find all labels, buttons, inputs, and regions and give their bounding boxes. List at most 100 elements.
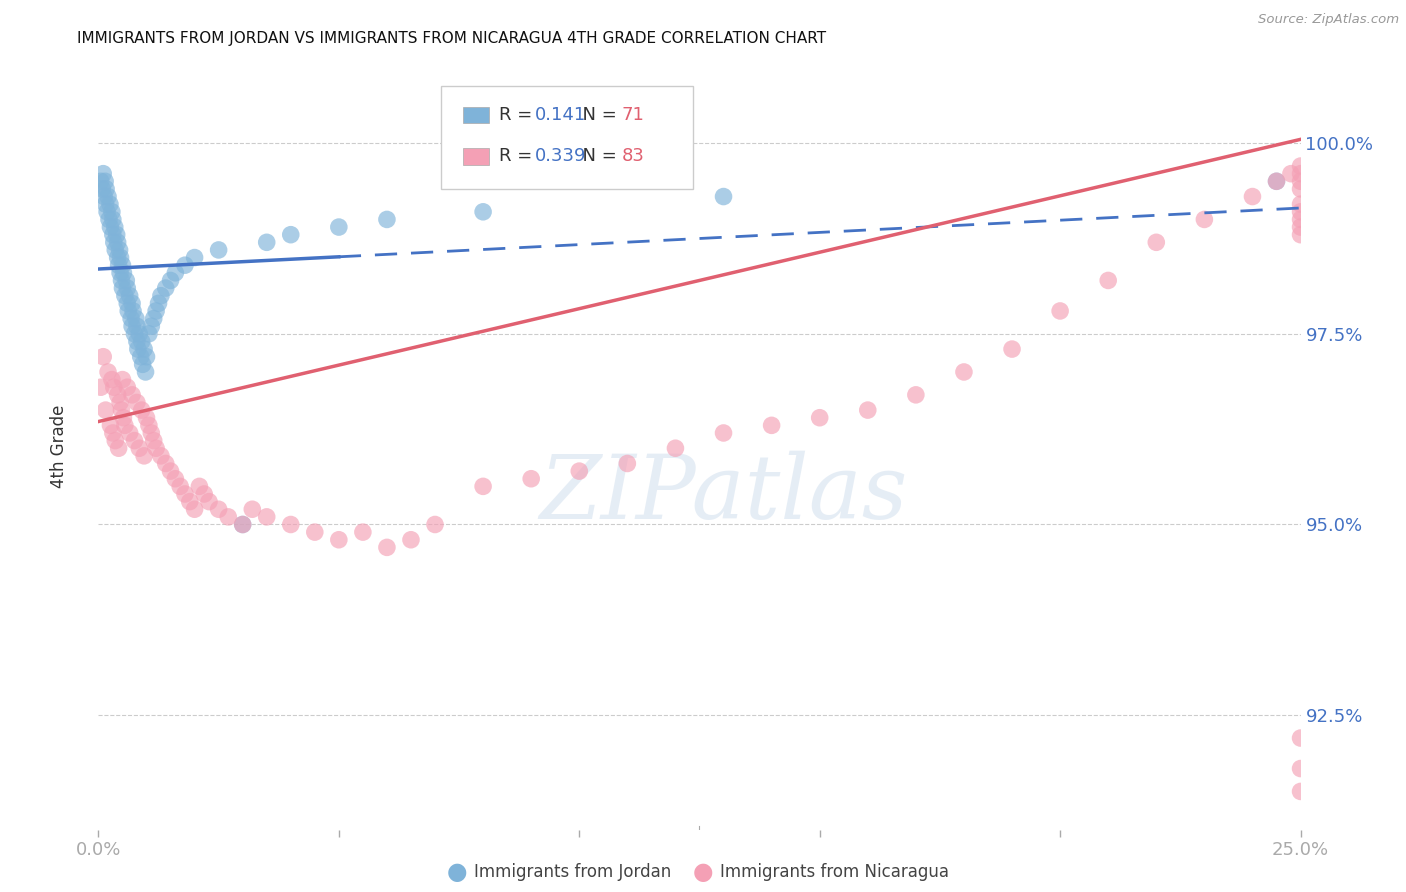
Point bbox=[111, 281, 134, 295]
Point bbox=[138, 326, 160, 341]
Point bbox=[94, 403, 117, 417]
Point bbox=[145, 441, 167, 455]
Point bbox=[128, 441, 150, 455]
Point bbox=[148, 296, 170, 310]
Point bbox=[174, 487, 197, 501]
Point bbox=[1289, 731, 1312, 745]
Point bbox=[1289, 762, 1312, 776]
Point bbox=[304, 525, 326, 540]
Point bbox=[280, 517, 302, 532]
Point bbox=[713, 425, 735, 440]
Point bbox=[1289, 212, 1312, 227]
Point bbox=[110, 273, 132, 287]
Point bbox=[183, 502, 205, 516]
Point bbox=[1097, 273, 1119, 287]
Point bbox=[193, 487, 215, 501]
Text: ●: ● bbox=[447, 861, 467, 884]
Point bbox=[112, 266, 135, 280]
Text: N =: N = bbox=[571, 147, 623, 165]
Text: ZIPatlas: ZIPatlas bbox=[540, 450, 908, 537]
Point bbox=[375, 541, 398, 555]
Point bbox=[117, 380, 139, 394]
Text: Source: ZipAtlas.com: Source: ZipAtlas.com bbox=[1258, 13, 1399, 27]
Point bbox=[104, 220, 127, 235]
Point bbox=[104, 243, 127, 257]
Text: 83: 83 bbox=[621, 147, 644, 165]
Point bbox=[101, 373, 124, 387]
Point bbox=[97, 365, 120, 379]
Point bbox=[120, 311, 142, 326]
Point bbox=[114, 288, 136, 302]
Point bbox=[105, 227, 128, 242]
Point bbox=[90, 174, 112, 188]
FancyBboxPatch shape bbox=[463, 148, 489, 164]
Point bbox=[616, 457, 638, 471]
Text: N =: N = bbox=[571, 106, 623, 124]
Point bbox=[107, 235, 129, 250]
Point bbox=[90, 380, 112, 394]
Point bbox=[98, 197, 121, 211]
Point bbox=[165, 266, 187, 280]
Point bbox=[142, 311, 165, 326]
Point bbox=[122, 304, 145, 318]
Point bbox=[114, 418, 136, 433]
Point bbox=[135, 350, 157, 364]
Point bbox=[125, 319, 148, 334]
Point bbox=[1194, 212, 1216, 227]
Text: R =: R = bbox=[499, 106, 537, 124]
Point bbox=[131, 357, 153, 371]
Point bbox=[138, 418, 160, 433]
Point bbox=[1289, 220, 1312, 235]
Point bbox=[953, 365, 976, 379]
FancyBboxPatch shape bbox=[441, 86, 693, 189]
Point bbox=[208, 243, 231, 257]
Point bbox=[94, 197, 117, 211]
Point bbox=[91, 182, 114, 196]
Point bbox=[118, 288, 141, 302]
Point bbox=[1289, 174, 1312, 188]
Point bbox=[141, 425, 163, 440]
Point bbox=[808, 410, 831, 425]
Point bbox=[108, 395, 131, 409]
Text: Immigrants from Jordan: Immigrants from Jordan bbox=[474, 863, 671, 881]
Point bbox=[98, 212, 121, 227]
Point bbox=[142, 434, 165, 448]
Point bbox=[149, 449, 172, 463]
Text: R =: R = bbox=[499, 147, 537, 165]
Point bbox=[107, 388, 129, 402]
Point bbox=[107, 251, 129, 265]
Text: 4th Grade: 4th Grade bbox=[51, 404, 67, 488]
Text: Immigrants from Nicaragua: Immigrants from Nicaragua bbox=[720, 863, 949, 881]
Point bbox=[111, 258, 134, 272]
Text: 0.339: 0.339 bbox=[534, 147, 586, 165]
Point bbox=[208, 502, 231, 516]
Point bbox=[118, 425, 141, 440]
Text: 0.141: 0.141 bbox=[534, 106, 586, 124]
Point bbox=[101, 212, 124, 227]
Point bbox=[188, 479, 211, 493]
Point bbox=[179, 494, 201, 508]
Point bbox=[1289, 182, 1312, 196]
Point bbox=[93, 189, 115, 203]
Point bbox=[107, 258, 129, 272]
Point bbox=[104, 434, 127, 448]
Point bbox=[111, 373, 134, 387]
Point bbox=[1001, 342, 1024, 356]
Point bbox=[169, 479, 191, 493]
Point bbox=[141, 319, 163, 334]
Point bbox=[183, 251, 205, 265]
Text: 71: 71 bbox=[621, 106, 644, 124]
Point bbox=[108, 266, 131, 280]
Point bbox=[1049, 304, 1071, 318]
Point bbox=[328, 220, 350, 235]
Point bbox=[103, 235, 125, 250]
Point bbox=[101, 425, 124, 440]
Point bbox=[108, 243, 131, 257]
Point bbox=[124, 326, 146, 341]
Point bbox=[97, 189, 120, 203]
Point bbox=[159, 464, 181, 478]
Point bbox=[131, 334, 153, 349]
Point bbox=[129, 350, 152, 364]
Point bbox=[125, 334, 148, 349]
Point bbox=[91, 167, 114, 181]
